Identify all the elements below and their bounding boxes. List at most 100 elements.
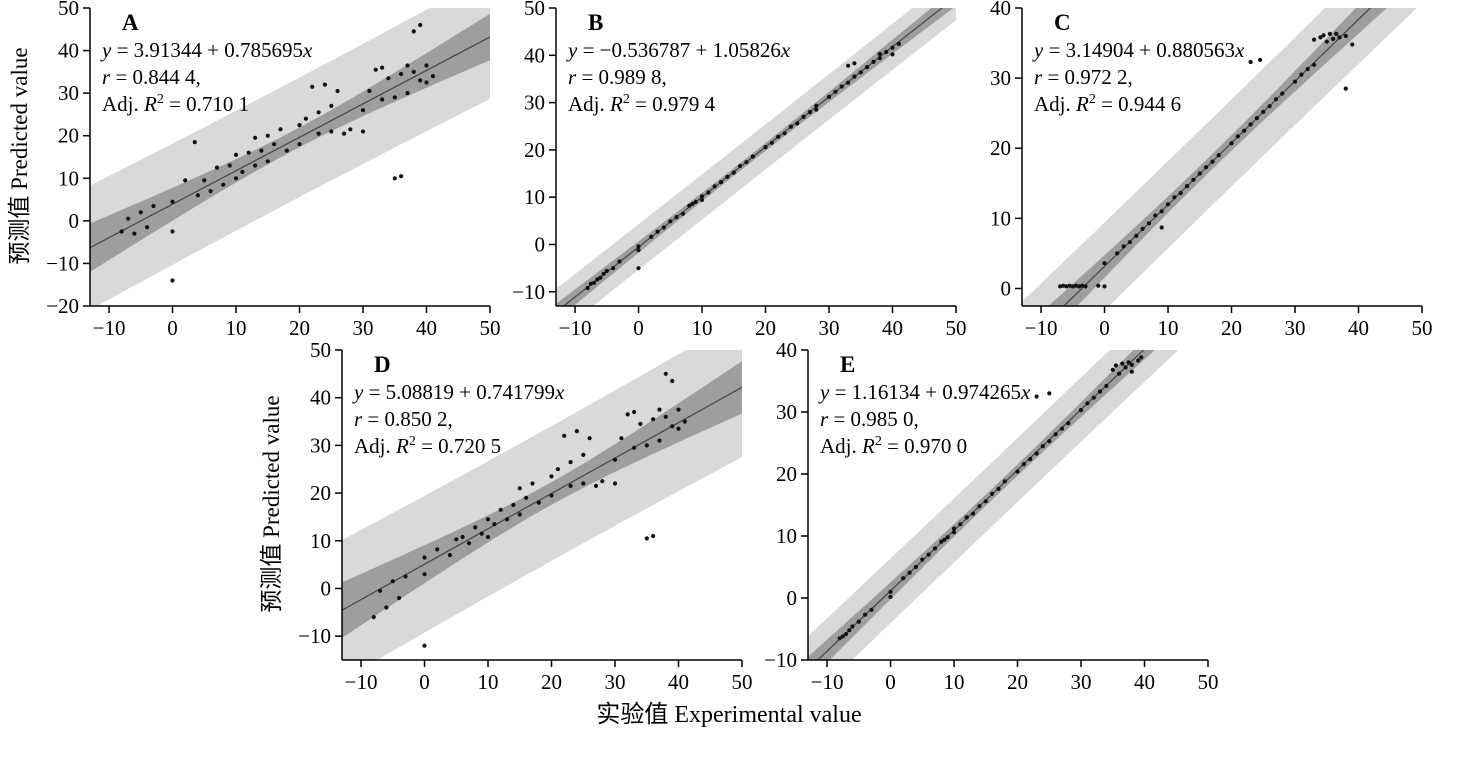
top-row: 预测值 Predicted value −10 0 10 20 30 40 50 −20 −10… [0, 0, 1458, 340]
stats-line: y = 3.14904 + 0.880563x [1032, 38, 1245, 62]
y-tick-label: 40 [524, 43, 545, 67]
x-tick-label: 20 [1007, 670, 1028, 694]
x-tick-label: 0 [419, 670, 430, 694]
stats-line: r = 0.989 8, [568, 65, 667, 89]
tick-labels: −10 0 10 20 30 40 50 0 10 20 30 40 [990, 0, 1432, 340]
x-tick-label: 10 [226, 316, 247, 340]
x-tick-label: −10 [1025, 316, 1058, 340]
regression-line [90, 36, 490, 249]
y-tick-label: 10 [776, 524, 797, 548]
panel-d-chart: −10 0 10 20 30 40 50 −10 0 10 20 30 40 50 Dy = 5.08819… [298, 342, 752, 694]
x-tick-label: 50 [1412, 316, 1433, 340]
y-tick-label: 40 [776, 342, 797, 362]
x-tick-label: 20 [1221, 316, 1242, 340]
axes [801, 349, 1209, 667]
y-tick-label: 20 [990, 136, 1011, 160]
x-tick-label: 0 [885, 670, 896, 694]
x-tick-label: 30 [1285, 316, 1306, 340]
x-tick-label: 20 [289, 316, 310, 340]
y-tick-label: 20 [310, 481, 331, 505]
x-tick-label: 50 [732, 670, 753, 694]
scatter-points [119, 22, 435, 283]
plot-area [1022, 8, 1417, 306]
x-tick-label: 20 [755, 316, 776, 340]
y-tick-label: 10 [310, 529, 331, 553]
stats-line: Adj. R2 = 0.970 0 [820, 434, 967, 458]
y-tick-label: 10 [58, 166, 79, 190]
x-tick-label: 40 [1348, 316, 1369, 340]
y-axis-label-bottom: 预测值 Predicted value [252, 342, 286, 694]
y-tick-label: 0 [787, 586, 798, 610]
y-tick-label: 20 [524, 138, 545, 162]
panel-letter: D [374, 352, 391, 377]
tick-labels: −10 0 10 20 30 40 50 −10 0 10 20 30 40 50 [512, 0, 966, 340]
x-tick-label: 30 [353, 316, 374, 340]
stats-line: y = 1.16134 + 0.974265x [818, 380, 1031, 404]
x-tick-label: 0 [167, 316, 178, 340]
plot-area [342, 350, 742, 660]
stats-line: y = 5.08819 + 0.741799x [352, 380, 565, 404]
x-tick-label: −10 [345, 670, 378, 694]
axes [83, 7, 491, 313]
y-tick-label: 0 [69, 209, 80, 233]
panel-a-chart: −10 0 10 20 30 40 50 −20 −10 0 10 20 30 40 50 Ay = 3.91… [46, 0, 500, 340]
y-tick-label: 40 [310, 386, 331, 410]
scatter-points [371, 371, 687, 648]
y-tick-label: −10 [298, 624, 331, 648]
y-tick-label: 40 [990, 0, 1011, 20]
plot-area [90, 8, 490, 306]
x-tick-label: 30 [1071, 670, 1092, 694]
x-tick-label: 10 [478, 670, 499, 694]
regression-line [1062, 8, 1372, 306]
y-axis-label-top: 预测值 Predicted value [0, 0, 34, 340]
regression-line [816, 350, 1145, 660]
panel-letter: A [122, 10, 139, 35]
x-axis-label: 实验值 Experimental value [596, 702, 862, 728]
y-axis-label-text: 预测值 Predicted value [7, 47, 32, 265]
x-tick-label: 30 [819, 316, 840, 340]
stats-line: r = 0.972 2, [1034, 65, 1133, 89]
confidence-band [342, 361, 742, 638]
tick-labels: −10 0 10 20 30 40 50 −10 0 10 20 30 40 [764, 342, 1218, 694]
scatter-points [585, 41, 901, 291]
stats-line: r = 0.850 2, [354, 407, 453, 431]
y-tick-label: −10 [512, 280, 545, 304]
regression-line [342, 386, 742, 611]
stats-line: y = −0.536787 + 1.05826x [566, 38, 791, 62]
scatter-points [837, 355, 1144, 641]
plot-area [808, 350, 1179, 660]
panel-c-chart: −10 0 10 20 30 40 50 0 10 20 30 40 Cy = 3.14904 + 0.… [990, 0, 1432, 340]
y-tick-label: 10 [990, 206, 1011, 230]
y-tick-label: 0 [321, 576, 332, 600]
stats-line: Adj. R2 = 0.720 5 [354, 434, 501, 458]
tick-labels: −10 0 10 20 30 40 50 −10 0 10 20 30 40 50 [298, 342, 752, 694]
tick-labels: −10 0 10 20 30 40 50 −20 −10 0 10 20 30 40 50 [46, 0, 500, 340]
y-tick-label: 30 [524, 91, 545, 115]
x-tick-label: 40 [416, 316, 437, 340]
y-tick-label: 30 [310, 433, 331, 457]
stats-line: Adj. R2 = 0.979 4 [568, 92, 716, 116]
y-tick-label: 40 [58, 39, 79, 63]
x-tick-label: 0 [633, 316, 644, 340]
y-tick-label: 20 [58, 124, 79, 148]
stats-line: r = 0.844 4, [102, 65, 201, 89]
y-tick-label: 30 [990, 66, 1011, 90]
x-tick-label: 40 [882, 316, 903, 340]
stats-line: y = 3.91344 + 0.785695x [100, 38, 313, 62]
panel-letter: C [1054, 10, 1071, 35]
y-tick-label: 50 [524, 0, 545, 20]
y-tick-label: −20 [46, 294, 79, 318]
axes [1015, 7, 1423, 313]
x-tick-label: −10 [811, 670, 844, 694]
axes [549, 7, 957, 313]
x-tick-label: −10 [93, 316, 126, 340]
panel-b-chart: −10 0 10 20 30 40 50 −10 0 10 20 30 40 50 By = −0.5367… [512, 0, 966, 340]
panel-e-chart: −10 0 10 20 30 40 50 −10 0 10 20 30 40 Ey = 1.16134 +… [764, 342, 1218, 694]
stats-line: Adj. R2 = 0.944 6 [1034, 92, 1181, 116]
y-tick-label: 0 [535, 233, 546, 257]
regression-line [562, 8, 943, 306]
stats-line: Adj. R2 = 0.710 1 [102, 92, 249, 116]
y-tick-label: 20 [776, 462, 797, 486]
y-tick-label: 10 [524, 185, 545, 209]
